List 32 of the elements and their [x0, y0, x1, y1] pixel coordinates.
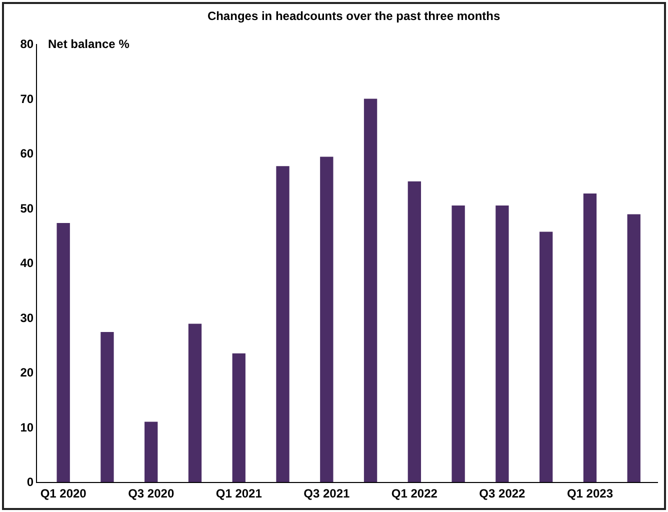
- y-tick-label: 30: [20, 310, 34, 325]
- y-tick-label: 80: [20, 37, 34, 52]
- x-tick-label: Q1 2021: [216, 486, 262, 500]
- chart-title: Changes in headcounts over the past three months: [207, 8, 500, 23]
- bar: [56, 223, 70, 482]
- bar: [408, 181, 422, 482]
- bar: [364, 98, 378, 482]
- bar: [100, 332, 114, 482]
- bar: [276, 166, 290, 482]
- x-tick-label: Q1 2023: [566, 486, 614, 500]
- bar: [320, 156, 334, 482]
- y-tick-label: 20: [20, 366, 34, 380]
- bar: [540, 232, 553, 482]
- y-tick-label: 10: [20, 420, 34, 434]
- bar: [496, 206, 509, 482]
- bar: [583, 193, 597, 482]
- x-tick-label: Q1 2022: [391, 486, 438, 500]
- y-tick-label: 70: [20, 92, 34, 106]
- bar: [144, 422, 158, 482]
- bar: [188, 324, 202, 482]
- x-tick-label: Q3 2021: [304, 486, 350, 500]
- y-tick-label: 50: [20, 201, 34, 216]
- y-tick-label: 60: [20, 146, 34, 161]
- x-tick-label: Q3 2022: [479, 486, 526, 500]
- y-tick-label: 0: [26, 475, 34, 490]
- bar: [452, 206, 465, 482]
- y-tick-label: 40: [20, 256, 34, 270]
- x-tick-label: Q3 2020: [128, 486, 174, 500]
- x-tick-label: Q1 2020: [40, 486, 87, 500]
- bar: [232, 353, 246, 482]
- bar: [627, 214, 640, 482]
- y-axis-title: Net balance %: [48, 37, 130, 51]
